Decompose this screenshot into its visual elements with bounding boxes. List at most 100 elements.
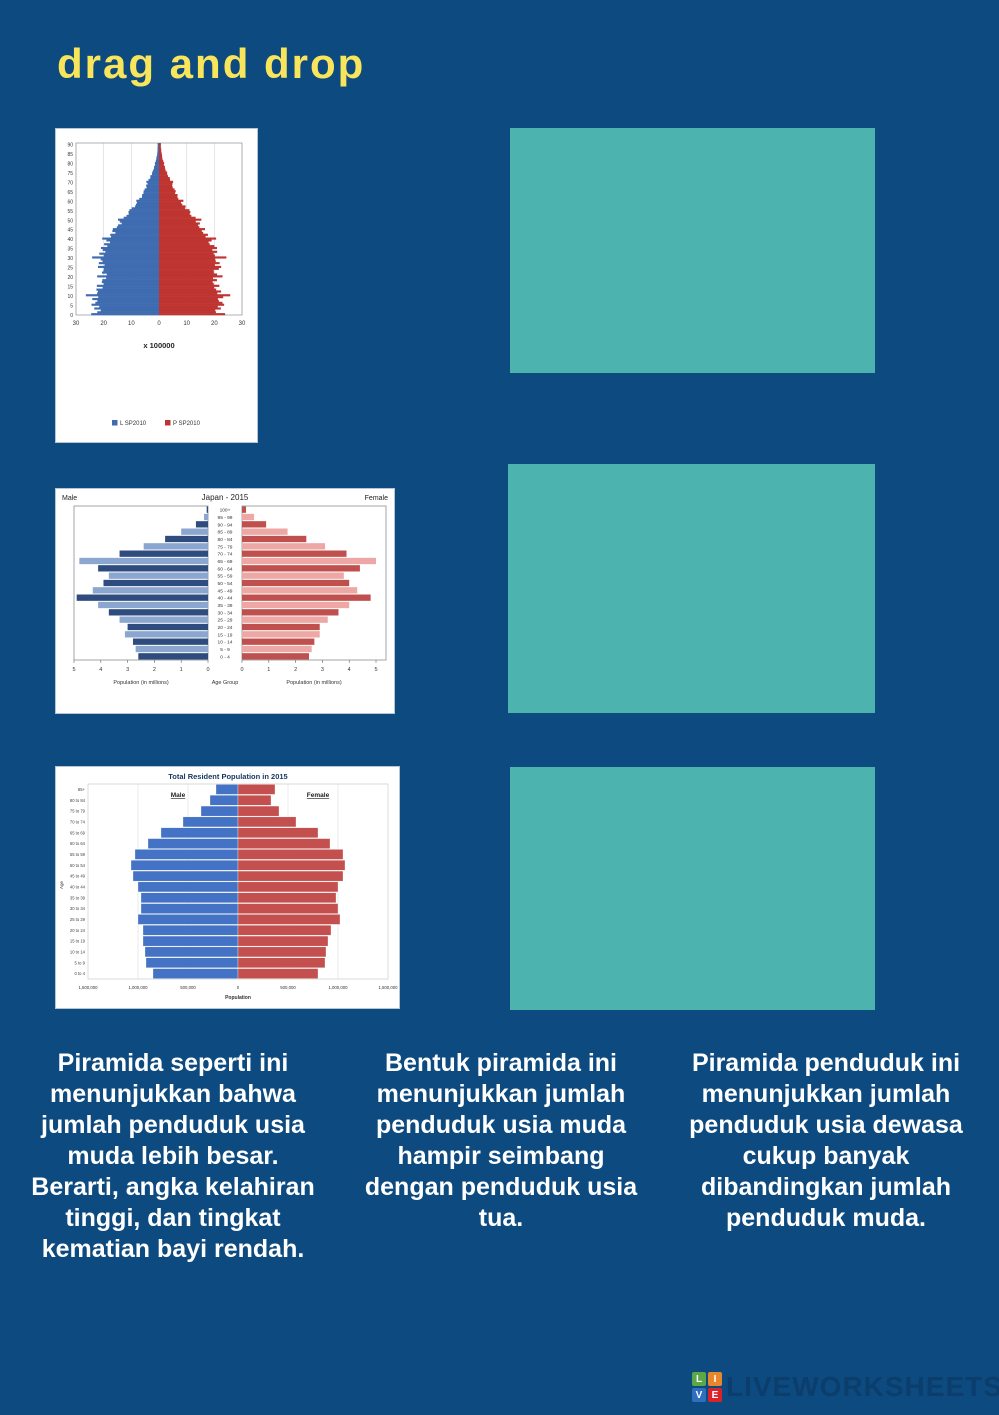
- svg-text:30 to 34: 30 to 34: [70, 906, 86, 911]
- svg-text:50 - 54: 50 - 54: [218, 581, 233, 587]
- svg-text:20: 20: [100, 321, 107, 327]
- drop-zone-3[interactable]: [510, 767, 875, 1010]
- svg-text:75 to 79: 75 to 79: [70, 809, 86, 814]
- logo-square-l: L: [692, 1372, 706, 1386]
- svg-text:4: 4: [348, 667, 351, 673]
- svg-text:Female: Female: [307, 792, 330, 799]
- svg-text:15: 15: [67, 284, 73, 290]
- population-pyramid-expansive-image: 0 5 10 15 20 25 30 35 40 45 50 55 60 65 70 75 80 85 90 30 20…: [55, 128, 258, 443]
- svg-text:5: 5: [70, 303, 73, 309]
- pyramid-1-svg: 0 5 10 15 20 25 30 35 40 45 50 55 60 65 70 75 80 85 90 30 20…: [67, 142, 246, 427]
- svg-text:1,000,000: 1,000,000: [328, 985, 348, 990]
- svg-text:25 to 29: 25 to 29: [70, 917, 86, 922]
- svg-text:65 - 69: 65 - 69: [218, 559, 233, 565]
- liveworksheets-branding: L I V E LIVEWORKSHEETS: [692, 1370, 999, 1404]
- svg-text:10: 10: [67, 294, 73, 300]
- svg-text:Total Resident Population in 2: Total Resident Population in 2015: [168, 772, 287, 781]
- svg-text:55: 55: [67, 209, 73, 215]
- svg-text:55 to 59: 55 to 59: [70, 852, 86, 857]
- svg-text:85+: 85+: [78, 787, 86, 792]
- logo-square-i: I: [708, 1372, 722, 1386]
- svg-text:1,000,000: 1,000,000: [128, 985, 148, 990]
- svg-text:85 - 89: 85 - 89: [218, 530, 233, 536]
- svg-text:L SP2010: L SP2010: [120, 421, 147, 427]
- svg-text:x 100000: x 100000: [143, 341, 174, 350]
- liveworksheets-watermark-text: LIVEWORKSHEETS: [726, 1371, 999, 1402]
- svg-text:45 - 49: 45 - 49: [218, 588, 233, 594]
- svg-text:0: 0: [70, 313, 73, 319]
- svg-text:40 to 44: 40 to 44: [70, 885, 86, 890]
- svg-text:0: 0: [157, 321, 161, 327]
- svg-text:5: 5: [72, 667, 75, 673]
- svg-text:30: 30: [73, 321, 80, 327]
- svg-text:45 to 49: 45 to 49: [70, 874, 86, 879]
- drop-zone-2[interactable]: [508, 464, 875, 713]
- svg-text:1,500,000: 1,500,000: [78, 985, 98, 990]
- svg-text:20 to 24: 20 to 24: [70, 928, 86, 933]
- svg-text:10 to 14: 10 to 14: [70, 950, 86, 955]
- svg-text:35: 35: [67, 247, 73, 253]
- svg-text:Female: Female: [365, 495, 388, 502]
- svg-text:20 - 24: 20 - 24: [218, 625, 233, 631]
- svg-text:Male: Male: [62, 495, 77, 502]
- svg-text:75: 75: [67, 171, 73, 177]
- svg-text:500,000: 500,000: [280, 985, 296, 990]
- svg-text:35 - 39: 35 - 39: [218, 603, 233, 609]
- liveworksheets-logo-icon: L I V E: [692, 1372, 722, 1402]
- svg-text:Population (in millions): Population (in millions): [286, 680, 341, 686]
- svg-text:100+: 100+: [220, 508, 231, 514]
- svg-text:4: 4: [99, 667, 102, 673]
- svg-text:25 - 29: 25 - 29: [218, 618, 233, 624]
- svg-text:50 to 54: 50 to 54: [70, 863, 86, 868]
- svg-text:15 to 19: 15 to 19: [70, 939, 86, 944]
- svg-text:30: 30: [239, 321, 246, 327]
- svg-text:25: 25: [67, 266, 73, 272]
- svg-text:80: 80: [67, 162, 73, 168]
- svg-text:35 to 39: 35 to 39: [70, 895, 86, 900]
- logo-square-e: E: [708, 1388, 722, 1402]
- svg-text:1: 1: [267, 667, 270, 673]
- svg-text:75 - 79: 75 - 79: [218, 544, 233, 550]
- svg-text:15 - 19: 15 - 19: [218, 632, 233, 638]
- draggable-answer-3[interactable]: Piramida penduduk ini menunjukkan jumlah…: [689, 1049, 963, 1232]
- svg-text:20: 20: [67, 275, 73, 281]
- svg-text:20: 20: [211, 321, 218, 327]
- svg-text:Age Group: Age Group: [212, 680, 239, 686]
- pyramid-3-svg: Total Resident Population in 2015 85+ 80 t…: [59, 772, 398, 1001]
- draggable-answer-2[interactable]: Bentuk piramida ini menunjukkan jumlah p…: [364, 1049, 638, 1232]
- svg-text:500,000: 500,000: [180, 985, 196, 990]
- svg-text:Population: Population: [225, 995, 251, 1001]
- svg-text:P SP2010: P SP2010: [173, 421, 201, 427]
- svg-text:0: 0: [237, 985, 240, 990]
- svg-text:5: 5: [374, 667, 377, 673]
- svg-text:Population (in millions): Population (in millions): [113, 680, 168, 686]
- svg-text:95 - 99: 95 - 99: [218, 515, 233, 521]
- svg-text:0 to 4: 0 to 4: [75, 971, 86, 976]
- svg-text:0: 0: [240, 667, 243, 673]
- svg-text:85: 85: [67, 152, 73, 158]
- svg-text:55 - 59: 55 - 59: [218, 574, 233, 580]
- svg-text:80 - 84: 80 - 84: [218, 537, 233, 543]
- svg-text:40 - 44: 40 - 44: [218, 596, 233, 602]
- svg-text:45: 45: [67, 228, 73, 234]
- svg-text:10 - 14: 10 - 14: [218, 640, 233, 646]
- svg-text:2: 2: [153, 667, 156, 673]
- svg-text:3: 3: [126, 667, 129, 673]
- svg-text:60 - 64: 60 - 64: [218, 566, 233, 572]
- svg-text:65 to 69: 65 to 69: [70, 830, 86, 835]
- draggable-answer-1[interactable]: Piramida seperti ini menunjukkan bahwa j…: [31, 1049, 315, 1263]
- svg-text:90 - 94: 90 - 94: [218, 522, 233, 528]
- svg-text:70 to 74: 70 to 74: [70, 820, 86, 825]
- svg-text:65: 65: [67, 190, 73, 196]
- logo-square-v: V: [692, 1388, 706, 1402]
- svg-text:3: 3: [321, 667, 324, 673]
- svg-text:70 - 74: 70 - 74: [218, 552, 233, 558]
- svg-text:0: 0: [206, 667, 209, 673]
- svg-text:60 to 64: 60 to 64: [70, 841, 86, 846]
- drop-zone-1[interactable]: [510, 128, 875, 373]
- svg-text:5 - 9: 5 - 9: [220, 647, 230, 653]
- population-pyramid-japan-2015-image: Japan - 2015 Male Female 100+ 95 - 99 90 - 94…: [55, 488, 395, 714]
- page-title: drag and drop: [57, 40, 366, 87]
- svg-text:0 - 4: 0 - 4: [220, 654, 230, 660]
